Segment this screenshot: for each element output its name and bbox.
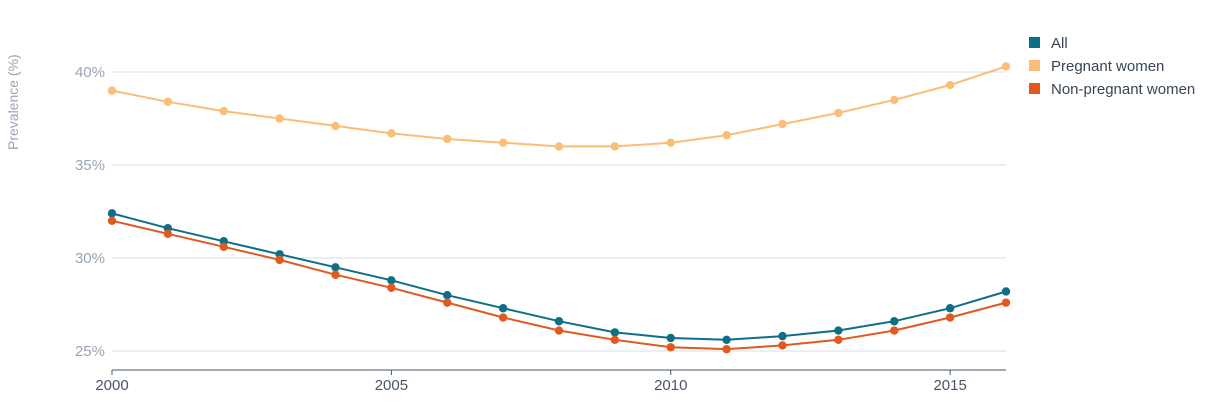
data-point bbox=[554, 142, 564, 151]
legend-swatch bbox=[1029, 37, 1040, 48]
y-tick-label: 40% bbox=[75, 64, 105, 81]
data-point bbox=[945, 80, 955, 90]
y-tick-label: 30% bbox=[75, 250, 105, 267]
series-line bbox=[111, 65, 1007, 148]
series-all bbox=[107, 209, 1011, 345]
data-point bbox=[945, 304, 955, 313]
data-point bbox=[834, 326, 843, 335]
y-tick-label: 35% bbox=[75, 157, 105, 174]
data-point bbox=[331, 121, 340, 131]
data-point bbox=[778, 341, 787, 350]
data-point bbox=[834, 335, 843, 345]
series-pregnant-women bbox=[107, 62, 1011, 151]
data-point bbox=[890, 326, 899, 335]
data-point bbox=[498, 304, 508, 313]
legend-label: Non-pregnant women bbox=[1051, 81, 1195, 98]
data-point bbox=[554, 317, 564, 326]
data-point bbox=[163, 97, 173, 106]
data-point bbox=[107, 216, 117, 225]
data-point bbox=[666, 333, 675, 343]
legend-label: Pregnant women bbox=[1051, 58, 1164, 75]
data-point bbox=[722, 131, 731, 140]
data-point bbox=[219, 106, 228, 116]
data-point bbox=[163, 229, 173, 239]
x-tick-label: 2010 bbox=[654, 377, 687, 394]
data-point bbox=[275, 114, 284, 123]
series-lines bbox=[107, 62, 1011, 354]
data-point bbox=[387, 276, 396, 285]
data-point bbox=[890, 317, 899, 326]
legend-label: All bbox=[1051, 35, 1068, 52]
data-point bbox=[722, 335, 731, 345]
series-non-pregnant-women bbox=[107, 216, 1011, 354]
data-point bbox=[275, 255, 284, 265]
data-point bbox=[1001, 298, 1011, 307]
legend-swatch bbox=[1029, 83, 1040, 94]
data-point bbox=[331, 270, 340, 279]
data-point bbox=[387, 129, 396, 138]
x-tick-label: 2005 bbox=[375, 377, 408, 394]
data-point bbox=[778, 119, 787, 129]
data-point bbox=[610, 328, 620, 337]
data-point bbox=[945, 313, 955, 322]
data-point bbox=[107, 86, 117, 95]
data-point bbox=[331, 263, 340, 272]
data-point bbox=[610, 335, 620, 345]
legend-swatch bbox=[1029, 60, 1040, 71]
data-point bbox=[890, 95, 899, 105]
data-point bbox=[387, 283, 396, 292]
data-point bbox=[554, 326, 564, 335]
data-point bbox=[107, 209, 117, 218]
data-point bbox=[666, 343, 675, 352]
data-point bbox=[443, 134, 452, 144]
x-tick-label: 2015 bbox=[933, 377, 966, 394]
data-point bbox=[610, 142, 620, 151]
y-axis-label: Prevalence (%) bbox=[5, 54, 21, 150]
legend: All Pregnant women Non-pregnant women bbox=[1029, 35, 1195, 98]
data-point bbox=[498, 313, 508, 322]
y-tick-label: 25% bbox=[75, 343, 105, 360]
data-point bbox=[834, 108, 843, 118]
data-point bbox=[1001, 287, 1011, 296]
data-point bbox=[443, 291, 452, 300]
data-point bbox=[219, 242, 228, 252]
x-tick-label: 2000 bbox=[95, 377, 128, 394]
data-point bbox=[666, 138, 675, 147]
data-point bbox=[443, 298, 452, 307]
y-axis-ticks: 25% 30% 35% 40% bbox=[75, 64, 105, 360]
x-axis: 2000 2005 2010 2015 bbox=[95, 369, 1006, 394]
grid-lines bbox=[112, 71, 1006, 352]
data-point bbox=[722, 344, 731, 354]
data-point bbox=[778, 331, 787, 341]
data-point bbox=[498, 138, 508, 147]
data-point bbox=[1001, 62, 1011, 71]
